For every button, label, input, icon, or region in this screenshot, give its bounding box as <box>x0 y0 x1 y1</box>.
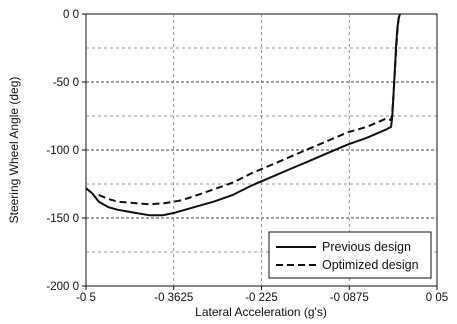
legend-box <box>268 231 432 279</box>
x-tick-label: -0 0875 <box>330 292 369 304</box>
legend-label-previous: Previous design <box>322 240 411 254</box>
y-tick-label: -200 0 <box>46 281 79 293</box>
y-axis-title: Steering Wheel Angle (deg) <box>7 77 21 224</box>
series-line-optimized-design <box>98 13 401 206</box>
x-tick-label: -0 5 <box>76 292 96 304</box>
legend-label-optimized: Optimized design <box>322 258 419 272</box>
series-layer <box>85 13 401 217</box>
y-tick-label: -100 0 <box>46 145 79 157</box>
x-tick-label: 0 05 <box>426 292 448 304</box>
x-axis-title: Lateral Acceleration (g's) <box>195 305 327 319</box>
series-line-previous-design <box>85 13 401 217</box>
y-tick-label: -150 0 <box>46 213 79 225</box>
x-tick-label: -0 225 <box>245 292 278 304</box>
x-tick-label: -0 3625 <box>154 292 193 304</box>
y-tick-label: -50 0 <box>53 77 79 89</box>
x-axis: -0 5 -0 3625 -0 225 -0 0875 0 05 <box>76 286 448 304</box>
y-axis: 0 0 -50 0 -100 0 -150 0 -200 0 <box>46 9 86 293</box>
y-tick-label: 0 0 <box>63 9 79 21</box>
grid <box>86 14 437 286</box>
legend: Previous design Optimized design <box>268 231 432 279</box>
